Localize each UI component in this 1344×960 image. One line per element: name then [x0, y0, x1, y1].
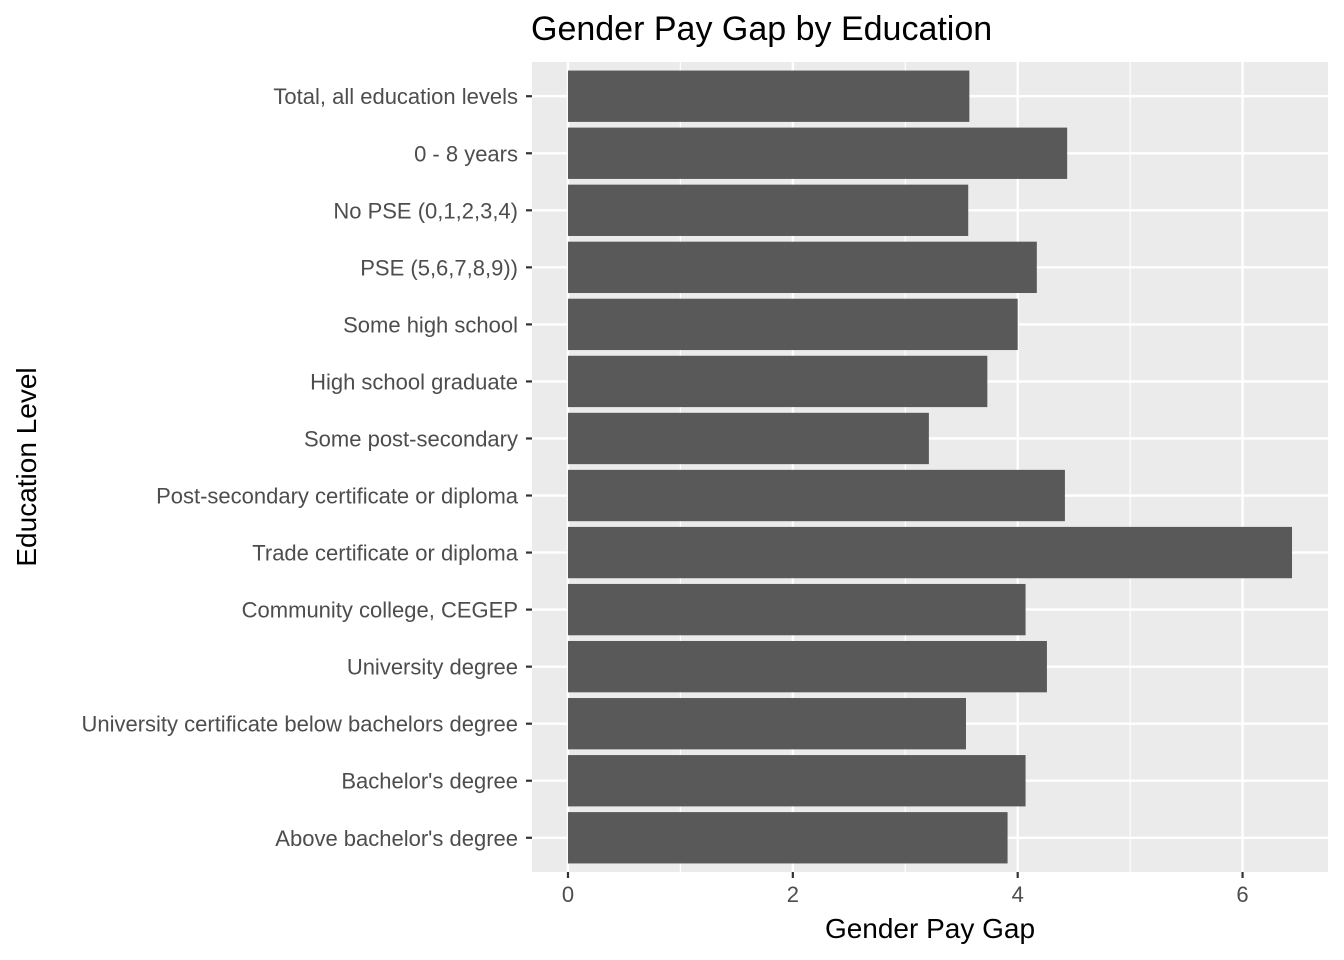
y-tick-label: Post-secondary certificate or diploma: [156, 484, 519, 509]
bar: [567, 812, 1008, 864]
bar: [567, 184, 969, 236]
y-tick-label: University certificate below bachelors d…: [81, 712, 518, 737]
y-axis-title: Education Level: [11, 367, 42, 566]
x-axis-title: Gender Pay Gap: [825, 913, 1035, 944]
bar: [567, 526, 1293, 579]
y-tick-label: 0 - 8 years: [414, 141, 518, 166]
bar: [567, 698, 966, 750]
x-axis: 0 2 4 6: [562, 872, 1249, 907]
y-tick-label: Community college, CEGEP: [242, 598, 518, 623]
x-tick-label: 6: [1236, 882, 1248, 907]
x-tick-label: 2: [787, 882, 799, 907]
bar: [567, 241, 1037, 294]
y-tick-label: Trade certificate or diploma: [252, 541, 519, 566]
y-tick-label: Above bachelor's degree: [275, 826, 518, 851]
x-tick-label: 0: [562, 882, 574, 907]
bar: [567, 412, 929, 465]
y-tick-label: No PSE (0,1,2,3,4): [333, 198, 518, 223]
bar: [567, 127, 1068, 179]
y-tick-label: Total, all education levels: [273, 84, 518, 109]
bar: [567, 298, 1018, 351]
y-tick-label: Some high school: [343, 312, 518, 337]
bar: [567, 640, 1047, 693]
bars: [567, 70, 1293, 864]
y-axis: Total, all education levels 0 - 8 years No…: [81, 84, 532, 851]
x-tick-label: 4: [1012, 882, 1024, 907]
bar: [567, 583, 1026, 636]
bar: [567, 755, 1026, 807]
y-tick-label: PSE (5,6,7,8,9)): [360, 255, 518, 280]
bar: [567, 70, 970, 122]
bar: [567, 355, 988, 408]
bar: [567, 469, 1065, 522]
panel-background: [532, 62, 1328, 872]
y-tick-label: University degree: [347, 655, 518, 680]
chart-title: Gender Pay Gap by Education: [531, 10, 992, 48]
y-tick-label: High school graduate: [310, 369, 518, 394]
y-tick-label: Bachelor's degree: [341, 769, 518, 794]
y-tick-label: Some post-secondary: [304, 426, 518, 451]
